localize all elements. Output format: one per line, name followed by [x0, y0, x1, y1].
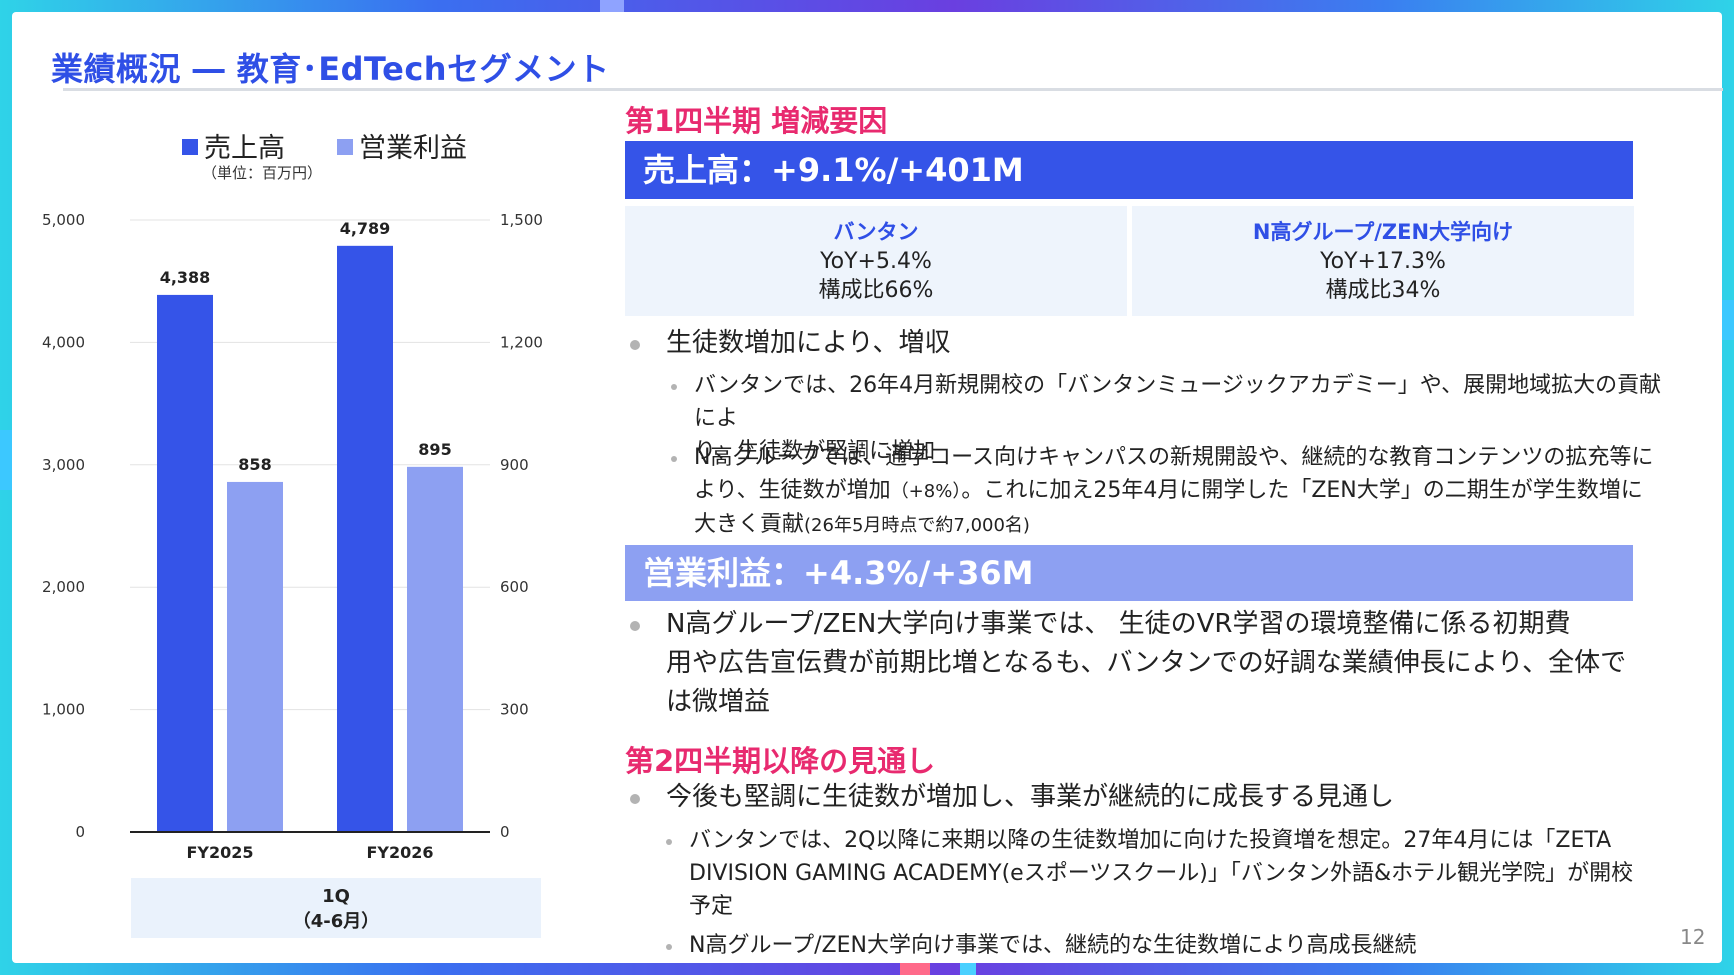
left-tick-label: 1,000: [42, 701, 85, 719]
q1-heading: 第1四半期 増減要因: [625, 104, 888, 138]
segment-box-nhigh: N高グループ/ZEN大学向け YoY+17.3% 構成比34%: [1132, 206, 1634, 316]
outlook-sub-bullet-nhigh: N高グループ/ZEN大学向け事業では、継続的な生徒数増により高成長継続: [666, 929, 1679, 962]
legend-label-op: 営業利益: [359, 133, 467, 164]
bar-chart: 0 1,000 2,000 3,000 4,000 5,000 0 300 600 900 1,2…: [42, 211, 543, 862]
sales-sub-bullet-nhigh: N高グループでは、通学コース向けキャンパスの新規開設や、継続的な教育コンテンツの…: [671, 441, 1674, 542]
text-line: N高グループ/ZEN大学向け事業では、 生徒のVR学習の環境整備に係る初期費: [666, 609, 1571, 639]
data-label: 858: [238, 455, 271, 474]
left-tick-label: 2,000: [42, 578, 85, 596]
decor-stripe: [600, 0, 624, 12]
decor-stripe: [0, 430, 12, 490]
text-line: り、生徒数が堅調に増加: [694, 439, 936, 464]
page-title: 業績概況 ― 教育･EdTechセグメント: [51, 50, 610, 88]
data-label: 4,388: [160, 268, 211, 287]
text-line: DIVISION GAMING ACADEMY(eスポーツスクール)」「バンタン…: [689, 861, 1634, 886]
chart-category-labels: FY2025 FY2026: [186, 843, 433, 862]
legend-swatch-sales: [182, 139, 198, 155]
right-tick-label: 300: [500, 701, 529, 719]
legend-item-op: 営業利益: [337, 126, 467, 165]
text-run: (26年5月時点で約7,000名): [804, 515, 1030, 536]
decor-stripe: [900, 963, 930, 975]
outlook-bullet: 今後も堅調に生徒数が増加し、事業が継続的に成長する見通し: [629, 778, 1394, 817]
category-label: FY2025: [186, 843, 253, 862]
page-number: 12: [1680, 925, 1706, 949]
text-line: は微増益: [666, 687, 771, 717]
unit-note: （単位：百万円）: [202, 164, 323, 182]
right-axis-ticks: 0 300 600 900 1,200 1,500: [500, 211, 543, 841]
right-tick-label: 900: [500, 456, 529, 474]
sales-sub-bullet-bantan: バンタンでは、26年4月新規開校の「バンタンミュージックアカデミー」や、展開地域…: [671, 369, 1674, 468]
text-run: 。これに加え25年4月に開学した「ZEN大学」の二期生が学生数増に: [961, 478, 1643, 503]
segment-name: N高グループ/ZEN大学向け: [1252, 220, 1514, 244]
data-label: 4,789: [340, 219, 391, 238]
text-line: 大きく貢献(26年5月時点で約7,000名): [694, 508, 1674, 542]
outlook-heading: 第2四半期以降の見通し: [625, 744, 936, 778]
period-box: 1Q （4-6月）: [131, 878, 541, 938]
segment-name: バンタン: [833, 220, 919, 244]
period-range: （4-6月）: [292, 911, 380, 932]
sales-change-band: 売上高：+9.1%/+401M: [625, 141, 1633, 199]
text-line: 予定: [689, 894, 734, 919]
decor-stripe: [960, 963, 976, 975]
segment-ratio: 構成比66%: [818, 278, 934, 303]
left-tick-label: 5,000: [42, 211, 85, 229]
left-tick-label: 3,000: [42, 456, 85, 474]
segment-yoy: YoY+17.3%: [1320, 249, 1446, 274]
period-label: 1Q: [322, 886, 350, 907]
legend-item-sales: 売上高: [182, 126, 285, 165]
text-run: （+8%）: [890, 481, 962, 502]
right-tick-label: 1,200: [500, 333, 543, 351]
text-line: より、生徒数が増加（+8%）。これに加え25年4月に開学した「ZEN大学」の二期…: [694, 474, 1674, 508]
right-tick-label: 600: [500, 578, 529, 596]
decor-stripe: [1722, 300, 1734, 340]
op-bullet: N高グループ/ZEN大学向け事業では、 生徒のVR学習の環境整備に係る初期費 用…: [630, 605, 1656, 722]
left-tick-label: 4,000: [42, 333, 85, 351]
bar-sales: [157, 294, 213, 832]
text-run: より、生徒数が増加: [694, 478, 891, 503]
text-line: 用や広告宣伝費が前期比増となるも、バンタンでの好調な業績伸長により、全体で: [666, 648, 1627, 678]
left-tick-label: 0: [75, 823, 85, 841]
legend-swatch-op: [337, 139, 353, 155]
segment-yoy: YoY+5.4%: [820, 249, 932, 274]
text-line: バンタンでは、26年4月新規開校の「バンタンミュージックアカデミー」や、展開地域…: [694, 373, 1662, 431]
legend-label-sales: 売上高: [204, 133, 285, 164]
bar-sales: [337, 245, 393, 832]
left-axis-ticks: 0 1,000 2,000 3,000 4,000 5,000: [42, 211, 85, 841]
text-line: N高グループでは、通学コース向けキャンパスの新規開設や、継続的な教育コンテンツの…: [694, 445, 1654, 470]
chart-data-labels: 4,388 858 4,789 895: [160, 219, 452, 474]
bar-op: [407, 466, 463, 832]
outlook-sub-bullet-bantan: バンタンでは、2Q以降に来期以降の生徒数増加に向けた投資増を想定。27年4月には…: [666, 824, 1679, 923]
category-label: FY2026: [366, 843, 433, 862]
bar-op: [227, 481, 283, 832]
right-tick-label: 0: [500, 823, 510, 841]
text-run: 大きく貢献: [694, 512, 805, 537]
segment-ratio: 構成比34%: [1325, 278, 1441, 303]
data-label: 895: [418, 440, 451, 459]
right-tick-label: 1,500: [500, 211, 543, 229]
title-divider: [63, 88, 1723, 91]
chart-bars: [157, 245, 463, 832]
segment-box-bantan: バンタン YoY+5.4% 構成比66%: [625, 206, 1127, 316]
op-change-band: 営業利益：+4.3%/+36M: [625, 545, 1633, 601]
text-line: バンタンでは、2Q以降に来期以降の生徒数増加に向けた投資増を想定。27年4月には…: [689, 828, 1612, 853]
sales-bullet: 生徒数増加により、増収: [629, 324, 950, 363]
